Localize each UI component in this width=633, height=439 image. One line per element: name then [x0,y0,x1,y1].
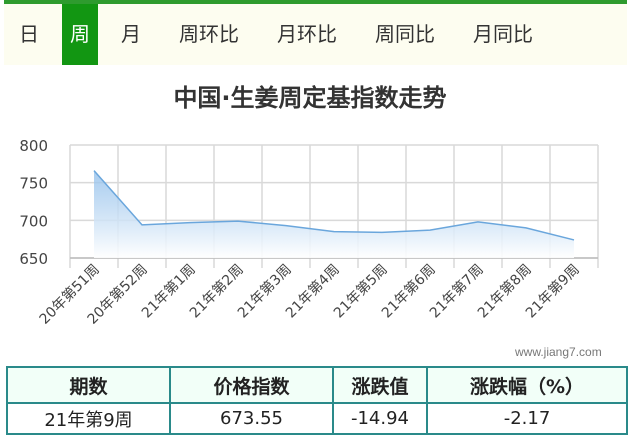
cell-change-value: -14.94 [332,402,428,435]
tab-month-over-month[interactable]: 月环比 [277,22,337,46]
tab-month-year-over-year[interactable]: 月同比 [473,22,533,46]
header-change-value: 涨跌值 [332,366,428,404]
y-tick-label: 650 [19,250,48,268]
period-tabs: 日 周 月 周环比 月环比 周同比 月同比 [4,4,627,65]
header-period: 期数 [6,366,171,404]
watermark: www.jiang7.com [515,345,602,359]
tab-week-year-over-year[interactable]: 周同比 [375,22,435,46]
y-tick-label: 800 [19,137,48,155]
cell-change-percent: -2.17 [426,402,628,435]
table-header-row: 期数 价格指数 涨跌值 涨跌幅（%） [6,366,628,404]
header-change-percent: 涨跌幅（%） [426,366,628,404]
chart-title: 中国·生姜周定基指数走势 [173,84,446,112]
tab-week[interactable]: 周 [62,4,98,65]
top-accent-bar [4,0,627,4]
tab-month[interactable]: 月 [121,22,141,46]
tab-day[interactable]: 日 [19,22,39,46]
index-summary-table: 期数 价格指数 涨跌值 涨跌幅（%） 21年第9周 673.55 -14.94 … [6,366,628,435]
cell-price-index: 673.55 [169,402,334,435]
chart-container: 中国·生姜周定基指数走势 650 700 750 800 20年第51周 20年第52周… [0,70,633,370]
table-row: 21年第9周 673.55 -14.94 -2.17 [6,402,628,435]
series-area-fill [94,170,574,258]
y-tick-label: 700 [19,212,48,230]
header-price-index: 价格指数 [169,366,334,404]
y-tick-label: 750 [19,175,48,193]
cell-period: 21年第9周 [6,402,171,435]
tab-week-over-week[interactable]: 周环比 [179,22,239,46]
